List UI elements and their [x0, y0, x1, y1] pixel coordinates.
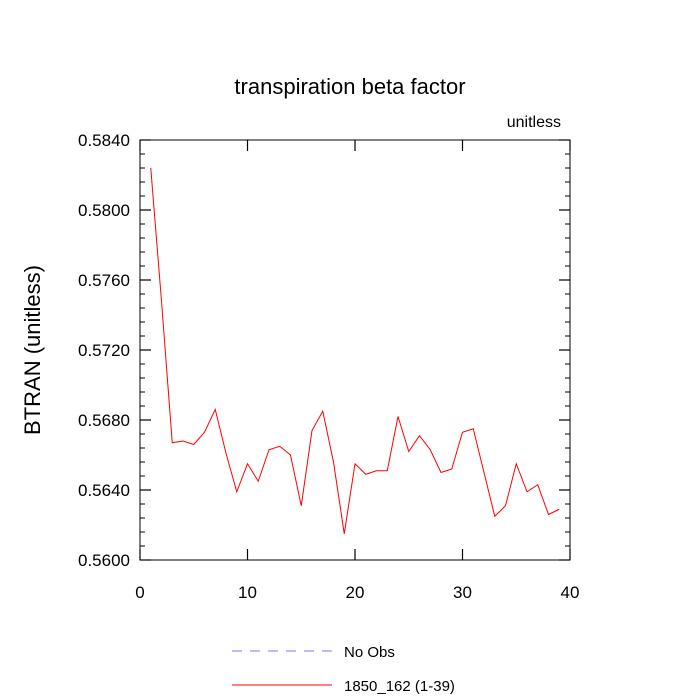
legend: No Obs 1850_162 (1-39) — [232, 644, 455, 695]
y-tick-label: 0.5600 — [78, 551, 130, 570]
chart-title: transpiration beta factor — [234, 74, 465, 99]
y-tick-label: 0.5640 — [78, 481, 130, 500]
y-tick-label: 0.5760 — [78, 271, 130, 290]
x-tick-label: 20 — [346, 583, 365, 602]
legend-label: 1850_162 (1-39) — [344, 678, 455, 695]
y-tick-label: 0.5800 — [78, 201, 130, 220]
axis-tick-labels: 0 10 20 30 40 0.5600 0.5640 0.5680 0.5720 0.5760 0… — [78, 131, 579, 602]
y-axis-label: BTRAN (unitless) — [20, 265, 45, 435]
plot-frame — [139, 139, 571, 561]
legend-label: No Obs — [344, 644, 395, 661]
chart-subtitle: unitless — [507, 114, 561, 131]
x-tick-label: 10 — [238, 583, 257, 602]
x-tick-label: 0 — [135, 583, 144, 602]
x-tick-label: 40 — [561, 583, 580, 602]
y-tick-label: 0.5720 — [78, 341, 130, 360]
series-lines — [150, 167, 560, 534]
series-line — [150, 167, 560, 534]
axis-ticks — [139, 139, 571, 561]
y-tick-label: 0.5840 — [78, 131, 130, 150]
y-tick-label: 0.5680 — [78, 411, 130, 430]
plot-border — [139, 139, 571, 561]
x-tick-label: 30 — [453, 583, 472, 602]
